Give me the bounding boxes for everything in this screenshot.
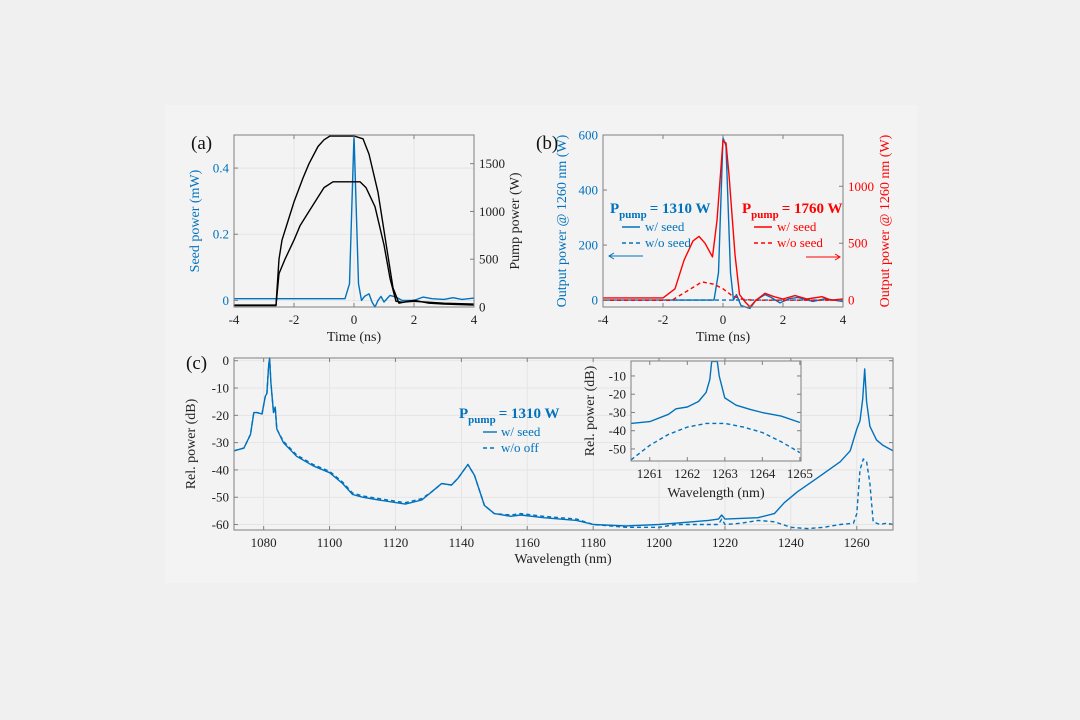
- x-tick-label: 1160: [514, 535, 540, 550]
- legend-entry: w/o seed: [777, 235, 823, 250]
- axes-box: [233, 357, 894, 531]
- legend-title-subscript: pump: [751, 209, 779, 221]
- y-axis-label-right: Output power @ 1260 nm (W): [878, 134, 893, 307]
- x-tick-label: 0: [720, 312, 727, 327]
- legend-title-value: = 1310 W: [650, 201, 711, 217]
- panel-label: (c): [186, 353, 207, 374]
- legend-entry: w/ seed: [777, 219, 817, 234]
- legend-entry: w/ seed: [501, 424, 541, 439]
- y-tick-label-left: -10: [609, 368, 626, 383]
- x-tick-label: -2: [289, 312, 300, 327]
- x-tick-label: 1220: [712, 535, 738, 550]
- y-tick-label-left: 0: [592, 293, 599, 308]
- x-axis-label: Time (ns): [696, 330, 751, 345]
- legend-title-symbol: P: [459, 406, 468, 422]
- x-tick-label: 1265: [787, 466, 813, 481]
- x-axis-label: Time (ns): [327, 330, 382, 345]
- y-tick-label-left: 600: [579, 128, 599, 143]
- x-tick-label: 1180: [580, 535, 606, 550]
- legend-entry: w/o off: [501, 440, 539, 455]
- y-tick-label-right: 1500: [479, 156, 505, 171]
- y-tick-label-left: 400: [579, 183, 599, 198]
- y-tick-label-right: 500: [479, 252, 499, 267]
- y-tick-label-left: 0: [223, 293, 230, 308]
- panel-label: (b): [536, 133, 558, 154]
- y-tick-label-left: -50: [212, 490, 229, 505]
- series-line-red-dashed: [603, 281, 843, 301]
- x-axis-label: Wavelength (nm): [514, 552, 612, 567]
- legend-title-subscript: pump: [619, 209, 647, 221]
- x-tick-label: 1120: [383, 535, 409, 550]
- x-tick-label: 1262: [674, 466, 700, 481]
- x-tick-label: 2: [411, 312, 418, 327]
- legend-entry: w/ seed: [645, 219, 685, 234]
- inset-background: [631, 361, 801, 461]
- y-tick-label-left: -60: [212, 517, 229, 532]
- y-tick-label-left: -40: [609, 423, 626, 438]
- y-tick-label-left: -30: [212, 435, 229, 450]
- x-tick-label: 2: [780, 312, 787, 327]
- y-tick-label-left: -20: [609, 387, 626, 402]
- x-tick-label: 1200: [646, 535, 672, 550]
- series-line-red-solid: [603, 140, 844, 308]
- right-axis-arrow-icon: [806, 253, 841, 261]
- legend-title: Ppump = 1310 W: [459, 406, 559, 426]
- panel-label: (a): [191, 133, 212, 154]
- y-axis-label-left: Output power @ 1260 nm (W): [555, 134, 570, 307]
- y-axis-label-left: Seed power (mW): [188, 169, 203, 272]
- x-tick-label: 1264: [749, 466, 776, 481]
- x-tick-label: 1260: [844, 535, 870, 550]
- y-tick-label-left: -20: [212, 408, 229, 423]
- legend-title-value: = 1760 W: [782, 201, 843, 217]
- y-tick-label-left: -50: [609, 441, 626, 456]
- left-axis-arrow-icon: [608, 252, 643, 260]
- y-tick-label-left: 200: [579, 238, 599, 253]
- x-tick-label: -4: [229, 312, 240, 327]
- x-tick-label: -4: [598, 312, 609, 327]
- y-tick-label-left: -30: [609, 405, 626, 420]
- series-line-blue-dashed: [630, 422, 801, 461]
- x-tick-label: 1140: [449, 535, 475, 550]
- series-line-blue-dashed: [233, 357, 894, 530]
- x-tick-label: 1263: [712, 466, 738, 481]
- x-axis-label: Wavelength (nm): [667, 486, 765, 501]
- y-axis-label-left: Rel. power (dB): [184, 398, 199, 489]
- y-tick-label-left: 0.2: [213, 227, 229, 242]
- legend-entry: w/o seed: [645, 235, 691, 250]
- legend-title: Ppump = 1310 W: [610, 201, 710, 221]
- legend-title-symbol: P: [742, 201, 751, 217]
- y-tick-label-right: 500: [848, 236, 868, 251]
- x-tick-label: 1100: [317, 535, 343, 550]
- x-tick-label: 1080: [251, 535, 277, 550]
- figure-background: [165, 105, 917, 583]
- chart-3: 1261 1262 1263 1264 1265 -50 -40 -30 -20 -10 Rel. …: [583, 360, 813, 501]
- legend-title: Ppump = 1760 W: [742, 201, 842, 221]
- y-tick-label-left: 0.4: [213, 161, 230, 176]
- legend-title-value: = 1310 W: [499, 406, 560, 422]
- x-tick-label: -2: [658, 312, 669, 327]
- axes-box: [630, 360, 802, 462]
- y-axis-label-left: Rel. power (dB): [583, 365, 598, 456]
- y-tick-label-left: 0: [223, 353, 230, 368]
- x-tick-label: 0: [351, 312, 358, 327]
- series-line-black-solid: [234, 181, 475, 307]
- y-tick-label-left: -40: [212, 462, 229, 477]
- y-tick-label-right: 0: [479, 300, 486, 315]
- x-tick-label: 4: [840, 312, 847, 327]
- y-tick-label-left: -10: [212, 381, 229, 396]
- legend-title-symbol: P: [610, 201, 619, 217]
- y-tick-label-right: 0: [848, 293, 855, 308]
- x-tick-label: 4: [471, 312, 478, 327]
- y-tick-label-right: 1000: [848, 179, 874, 194]
- x-tick-label: 1261: [637, 466, 663, 481]
- y-tick-label-right: 1000: [479, 204, 505, 219]
- legend-title-subscript: pump: [468, 414, 496, 426]
- y-axis-label-right: Pump power (W): [508, 172, 523, 270]
- x-tick-label: 1240: [778, 535, 804, 550]
